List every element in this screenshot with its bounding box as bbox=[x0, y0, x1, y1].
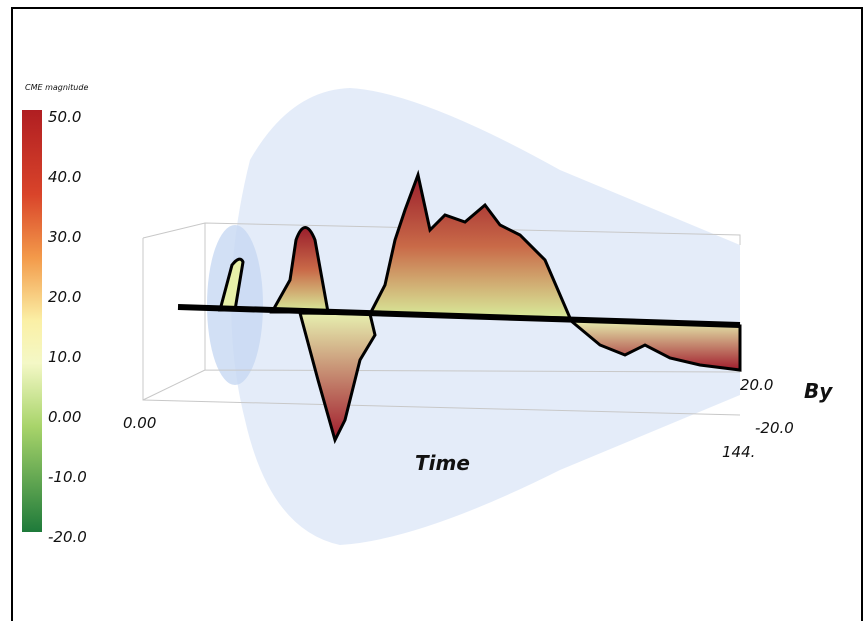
colorbar-tick: 20.0 bbox=[48, 288, 81, 306]
colorbar bbox=[22, 110, 42, 532]
time-tick: 0.00 bbox=[123, 414, 156, 432]
colorbar-tick: 40.0 bbox=[48, 168, 81, 186]
colorbar-tick: -10.0 bbox=[48, 468, 87, 486]
time-tick: 144. bbox=[722, 443, 755, 461]
colorbar-tick: 0.00 bbox=[48, 408, 81, 426]
colorbar-title: CME magnitude bbox=[25, 83, 88, 92]
by-label: By bbox=[804, 379, 833, 403]
colorbar-tick: 30.0 bbox=[48, 228, 81, 246]
colorbar-tick: 50.0 bbox=[48, 108, 81, 126]
by-tick: -20.0 bbox=[755, 419, 794, 437]
by-tick: 20.0 bbox=[740, 376, 773, 394]
colorbar-tick: -20.0 bbox=[48, 528, 87, 546]
viewport: CME magnitude 50.0 40.0 30.0 20.0 10.0 0.00 -1… bbox=[0, 0, 867, 621]
colorbar-tick: 10.0 bbox=[48, 348, 81, 366]
time-label: Time bbox=[415, 451, 470, 475]
